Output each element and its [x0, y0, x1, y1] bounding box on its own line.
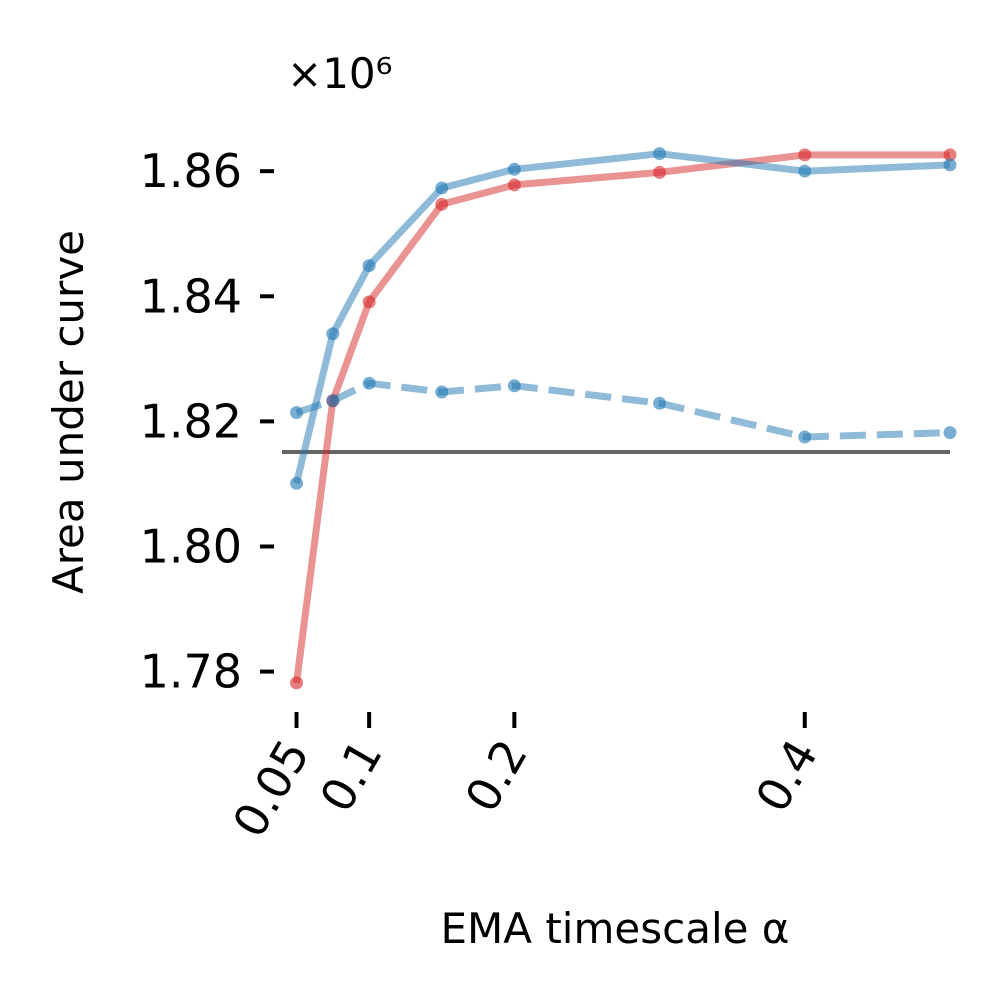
- series-0-point: [653, 165, 667, 179]
- series-0-point: [507, 178, 521, 192]
- series-1-line: [293, 150, 951, 485]
- x-tick-label: 0.4: [745, 731, 828, 821]
- y-tick-label: 1.86: [140, 144, 242, 198]
- series-2-point: [435, 385, 449, 399]
- series-1: [290, 147, 957, 490]
- y-tick-label: 1.78: [140, 645, 242, 699]
- series-1-point: [798, 164, 812, 178]
- series-0: [290, 148, 957, 690]
- series-1-point: [507, 162, 521, 176]
- y-tick-label: 1.80: [140, 519, 242, 573]
- series-2-point: [798, 430, 812, 444]
- y-tick-label: 1.82: [140, 394, 242, 448]
- series-0-point: [435, 197, 449, 211]
- y-tick-label: 1.84: [140, 269, 242, 323]
- x-axis: 0.050.1 0.2 0.4: [222, 712, 828, 846]
- series-2-point: [943, 426, 957, 440]
- series-0-point: [290, 676, 304, 690]
- series-2-point: [653, 396, 667, 410]
- series-2-point: [507, 379, 521, 393]
- series-1-point: [362, 259, 376, 273]
- series-0-point: [943, 148, 957, 162]
- series-2-point: [326, 394, 340, 408]
- series-1-point: [290, 476, 304, 490]
- y-axis-label: Area under curve: [44, 230, 93, 594]
- x-tick-label: 0.1: [309, 731, 392, 821]
- x-tick-label: 0.2: [455, 731, 538, 821]
- series-1-point: [943, 158, 957, 172]
- y-offset-label: ×10⁶: [287, 49, 392, 98]
- series-0-point: [798, 148, 812, 162]
- x-tick-label: 0.05: [222, 731, 320, 847]
- series-2-line: [295, 379, 951, 441]
- series-0-point: [362, 295, 376, 309]
- series-2-point: [290, 406, 304, 420]
- series-2: [290, 376, 957, 444]
- series-1-point: [653, 147, 667, 161]
- series-1-point: [326, 327, 340, 341]
- x-axis-label: EMA timescale α: [440, 904, 789, 953]
- y-axis: 1.78 1.80 1.82 1.84 1.86: [140, 144, 274, 699]
- series-2-point: [362, 376, 376, 390]
- series-0-line: [293, 151, 950, 684]
- series-1-point: [435, 181, 449, 195]
